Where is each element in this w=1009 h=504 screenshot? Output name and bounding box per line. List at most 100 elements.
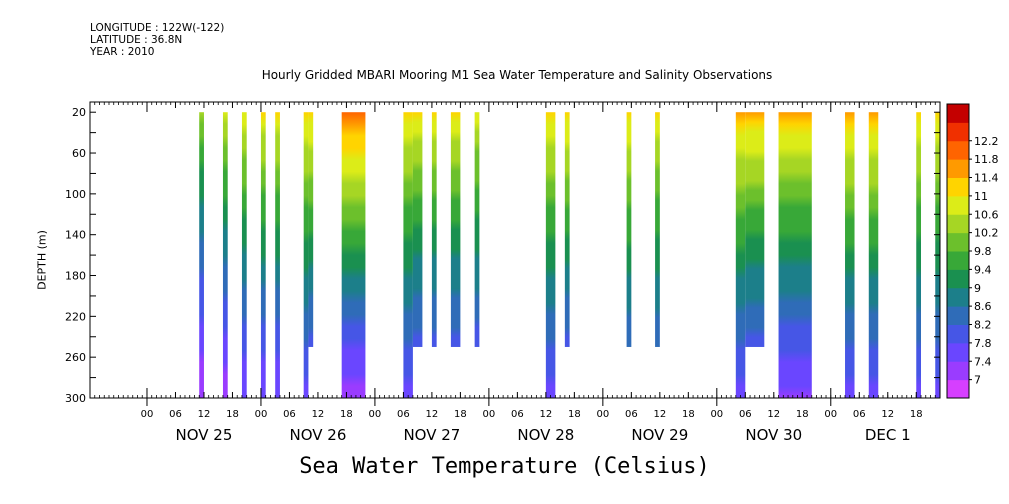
x-tick-label: 06: [511, 409, 524, 420]
data-segment: [308, 112, 314, 347]
y-tick-label: 260: [65, 351, 86, 364]
colorbar-band: [947, 195, 969, 215]
x-tick-label: 18: [226, 409, 239, 420]
colorbar-band: [947, 324, 969, 344]
x-tick-label: 06: [397, 409, 410, 420]
colorbar-label: 12.2: [974, 135, 999, 148]
data-segment: [199, 112, 204, 398]
data-segment: [412, 112, 423, 347]
data-segment: [241, 112, 247, 398]
colorbar-band: [947, 287, 969, 307]
colorbar-band: [947, 122, 969, 142]
y-tick-label: 140: [65, 229, 86, 242]
y-tick-label: 60: [72, 147, 86, 160]
data-segment: [545, 112, 556, 398]
x-day-label: DEC 1: [865, 426, 911, 444]
data-segment: [564, 112, 570, 347]
colorbar-label: 8.2: [974, 319, 992, 332]
colorbar-label: 8.6: [974, 300, 992, 313]
data-segment: [275, 112, 280, 398]
data-segment: [735, 112, 746, 398]
x-tick-label: 06: [625, 409, 638, 420]
data-segment: [868, 112, 879, 398]
colorbar: 7 7.4 7.8 8.2 8.6 9 9.4 9.8 10.2 10.6 11 11.4 11.8 12…: [946, 103, 999, 399]
data-segment: [303, 112, 309, 398]
x-axis-label: Sea Water Temperature (Celsius): [299, 454, 710, 479]
x-tick-label: 00: [710, 409, 723, 420]
x-day-label: NOV 27: [403, 426, 460, 444]
x-day-label: NOV 25: [176, 426, 233, 444]
data-segment: [431, 112, 437, 347]
x-tick-label: 12: [312, 409, 325, 420]
colorbar-band: [947, 159, 969, 178]
y-tick-label: 20: [72, 106, 86, 119]
colorbar-band: [947, 104, 969, 123]
colorbar-band: [947, 361, 969, 381]
colorbar-band: [947, 342, 969, 362]
colorbar-band: [947, 232, 969, 252]
data-segment: [626, 112, 632, 347]
x-tick-label: 12: [539, 409, 552, 420]
data-segment: [450, 112, 461, 347]
x-tick-label: 18: [682, 409, 695, 420]
colorbar-band: [947, 214, 969, 234]
x-tick-label: 00: [596, 409, 609, 420]
x-tick-label: 12: [426, 409, 439, 420]
y-tick-label: 300: [65, 392, 86, 405]
x-tick-label: 06: [283, 409, 296, 420]
data-segment: [655, 112, 660, 347]
axes: 20 60 100 140 180 220 260 300 00 06 12 18 00 06 12 18 00…: [65, 102, 941, 444]
colorbar-label: 9: [974, 282, 981, 295]
colorbar-label: 9.4: [974, 263, 992, 276]
data-segment: [260, 112, 266, 398]
x-tick-label: 06: [169, 409, 182, 420]
colorbar-band: [947, 306, 969, 325]
data-segment: [222, 112, 228, 398]
colorbar-label: 7.8: [974, 337, 992, 350]
latitude-label: LATITUDE : 36.8N: [90, 34, 183, 46]
data-segment: [778, 112, 812, 398]
y-tick-label: 180: [65, 270, 86, 283]
x-day-label: NOV 30: [745, 426, 802, 444]
x-tick-label: 12: [767, 409, 780, 420]
colorbar-label: 10.6: [974, 208, 999, 221]
x-tick-label: 06: [739, 409, 752, 420]
x-tick-label: 12: [881, 409, 894, 420]
data-segments: [199, 112, 940, 398]
x-tick-label: 00: [255, 409, 268, 420]
colorbar-label: 11.8: [974, 153, 999, 166]
colorbar-label: 9.8: [974, 245, 992, 258]
x-tick-label: 00: [824, 409, 837, 420]
x-tick-label: 18: [340, 409, 353, 420]
year-label: YEAR : 2010: [90, 46, 155, 58]
x-tick-label: 12: [198, 409, 211, 420]
x-day-label: NOV 28: [517, 426, 574, 444]
colorbar-label: 11.4: [974, 172, 999, 185]
x-tick-label: 18: [568, 409, 581, 420]
data-segment: [341, 112, 366, 398]
colorbar-band: [947, 140, 969, 160]
x-tick-label: 00: [369, 409, 382, 420]
colorbar-label: 7: [974, 374, 981, 387]
colorbar-label: 11: [974, 190, 988, 203]
colorbar-label: 7.4: [974, 355, 992, 368]
data-segment: [745, 112, 765, 347]
x-day-label: NOV 26: [289, 426, 346, 444]
data-segment: [916, 112, 922, 398]
colorbar-band: [947, 251, 969, 270]
y-tick-label: 220: [65, 310, 86, 323]
data-segment: [403, 112, 413, 398]
data-segment: [474, 112, 480, 347]
longitude-label: LONGITUDE : 122W(-122): [90, 22, 225, 34]
colorbar-label: 10.2: [974, 227, 999, 240]
x-tick-label: 18: [454, 409, 467, 420]
colorbar-band: [947, 177, 969, 197]
x-tick-label: 12: [653, 409, 666, 420]
x-tick-label: 06: [853, 409, 866, 420]
x-tick-label: 00: [483, 409, 496, 420]
header-meta: LONGITUDE : 122W(-122) LATITUDE : 36.8N …: [90, 22, 224, 58]
colorbar-band: [947, 379, 969, 399]
x-tick-label: 00: [141, 409, 154, 420]
data-segment: [845, 112, 855, 398]
